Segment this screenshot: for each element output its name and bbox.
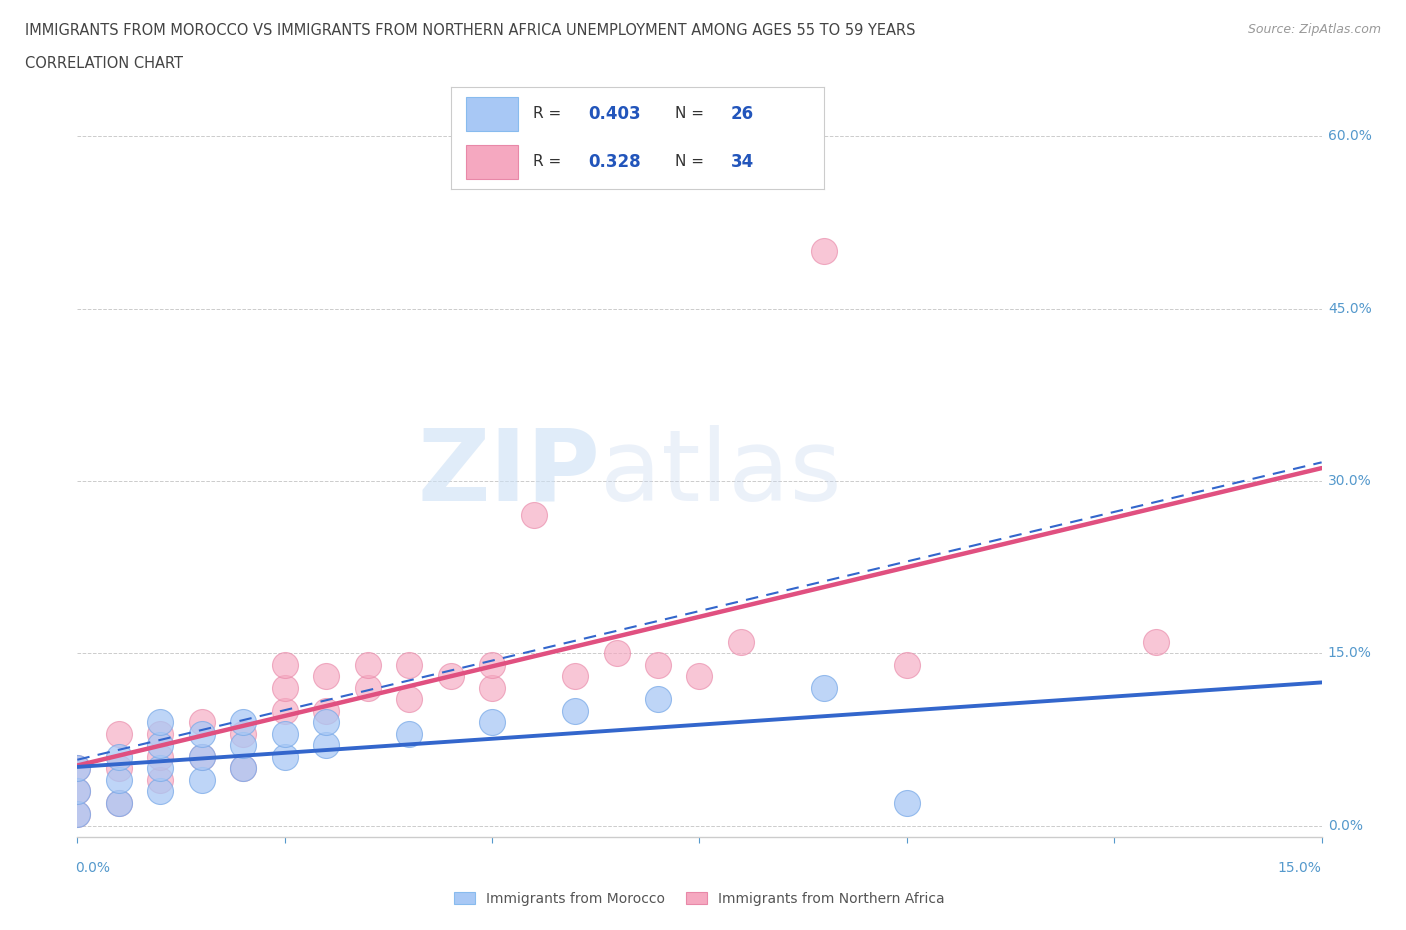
Point (274, 726, 297, 741)
Point (440, 669, 463, 684)
Text: ZIP: ZIP (418, 425, 600, 522)
Text: 0.0%: 0.0% (1327, 818, 1362, 832)
Point (149, 772, 172, 787)
Text: 60.0%: 60.0% (1327, 129, 1372, 143)
Point (398, 726, 420, 741)
Point (66, 761, 89, 776)
Point (896, 658, 918, 672)
Point (232, 715, 254, 730)
Point (149, 784, 172, 799)
Point (274, 703, 297, 718)
Point (813, 244, 835, 259)
Text: 15.0%: 15.0% (1278, 861, 1322, 875)
Point (66, 806, 89, 821)
Point (274, 680, 297, 695)
Point (149, 737, 172, 752)
Point (689, 669, 711, 684)
Point (108, 750, 131, 764)
Text: 0.0%: 0.0% (75, 861, 110, 875)
Point (606, 645, 628, 660)
Point (66, 806, 89, 821)
Point (191, 726, 214, 741)
Point (398, 692, 420, 707)
Point (232, 761, 254, 776)
Point (357, 680, 380, 695)
Point (232, 737, 254, 752)
Point (523, 508, 546, 523)
Text: IMMIGRANTS FROM MOROCCO VS IMMIGRANTS FROM NORTHERN AFRICA UNEMPLOYMENT AMONG AG: IMMIGRANTS FROM MOROCCO VS IMMIGRANTS FR… (25, 23, 915, 38)
Point (1144, 634, 1167, 649)
Point (357, 658, 380, 672)
Point (274, 658, 297, 672)
Point (108, 761, 131, 776)
Point (315, 703, 337, 718)
Point (108, 795, 131, 810)
Point (191, 750, 214, 764)
Point (481, 715, 503, 730)
Point (813, 680, 835, 695)
Y-axis label: Unemployment Among Ages 55 to 59 years: Unemployment Among Ages 55 to 59 years (0, 306, 7, 610)
Point (149, 750, 172, 764)
Point (108, 795, 131, 810)
Text: CORRELATION CHART: CORRELATION CHART (25, 56, 183, 71)
Point (315, 737, 337, 752)
Point (315, 715, 337, 730)
Point (191, 715, 214, 730)
Point (149, 761, 172, 776)
Point (481, 658, 503, 672)
Point (149, 726, 172, 741)
Point (108, 772, 131, 787)
Text: Source: ZipAtlas.com: Source: ZipAtlas.com (1247, 23, 1381, 36)
Point (315, 669, 337, 684)
Point (149, 715, 172, 730)
Point (564, 669, 586, 684)
Point (564, 703, 586, 718)
Text: 15.0%: 15.0% (1327, 646, 1372, 660)
Point (232, 726, 254, 741)
Point (896, 795, 918, 810)
Point (647, 658, 669, 672)
Point (647, 692, 669, 707)
Text: 45.0%: 45.0% (1327, 301, 1372, 315)
Point (108, 726, 131, 741)
Point (191, 772, 214, 787)
Text: 30.0%: 30.0% (1327, 474, 1372, 488)
Point (730, 634, 752, 649)
Point (274, 750, 297, 764)
Point (66, 784, 89, 799)
Point (398, 658, 420, 672)
Point (66, 761, 89, 776)
Point (191, 750, 214, 764)
Point (66, 784, 89, 799)
Text: atlas: atlas (600, 425, 842, 522)
Point (481, 680, 503, 695)
Point (232, 761, 254, 776)
Legend: Immigrants from Morocco, Immigrants from Northern Africa: Immigrants from Morocco, Immigrants from… (454, 892, 945, 906)
